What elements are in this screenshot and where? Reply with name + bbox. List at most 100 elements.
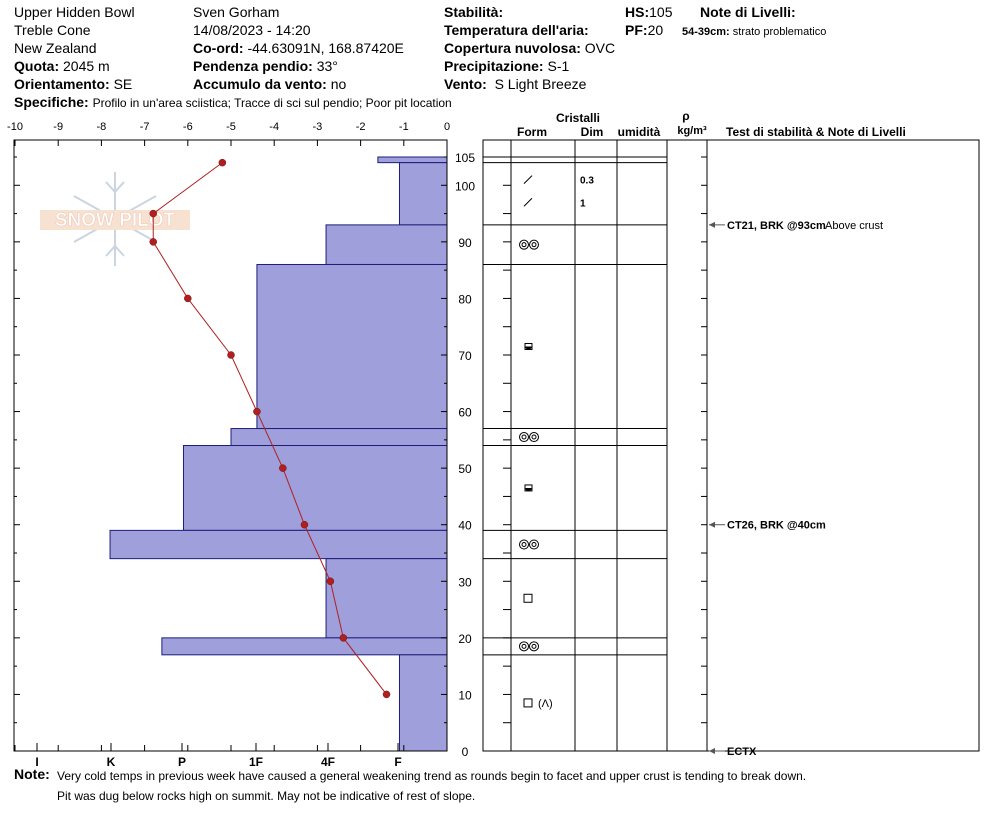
hardness-tick-label: 4F: [321, 755, 335, 769]
hs-field: HS:105: [625, 4, 672, 20]
temp-tick-label: -2: [356, 121, 366, 133]
height-tick-label: 105: [455, 151, 475, 165]
snowpilot-logo: SNOW PILOT: [40, 172, 190, 266]
hardness-bar: [182, 445, 448, 531]
test-arrow-head-icon: [709, 221, 715, 228]
stability-test-note: Above crust: [825, 220, 883, 232]
notes-line-1: Very cold temps in previous week have ca…: [57, 769, 807, 783]
crystal-form-rounded-icon: [531, 542, 537, 548]
crystal-form-faceted-rounded-icon: [525, 487, 532, 491]
test-arrow-head-icon: [709, 521, 715, 528]
height-tick-label: 40: [458, 519, 472, 533]
hardness-tick-label: P: [178, 755, 186, 769]
wind-loading-value: no: [330, 76, 347, 92]
height-tick-label: 10: [458, 688, 472, 702]
wind-loading-field: Accumulo da vento: no: [193, 76, 346, 92]
pf-label: PF:: [625, 22, 648, 38]
coord-label: Co-ord:: [193, 40, 244, 56]
height-tick-label: 90: [458, 236, 472, 250]
specifics-field: Specifiche: Profilo in un'area sciistica…: [14, 94, 452, 111]
logo-text: SNOW PILOT: [55, 210, 176, 231]
crystal-form-rounded-icon: [521, 542, 527, 548]
crystal-form-rounded-icon: [529, 641, 539, 652]
crystal-form-rounded-icon: [531, 434, 537, 440]
location-name: Upper Hidden Bowl: [14, 4, 135, 20]
coord-value: -44.63091N, 168.87420E: [247, 40, 404, 56]
hardness-bar: [325, 558, 448, 639]
crystal-form-rounded-icon: [519, 641, 529, 652]
layer-note-text: strato problematico: [732, 26, 827, 38]
temp-tick-label: -4: [269, 121, 279, 133]
height-tick-label: 50: [458, 462, 472, 476]
elevation-value: 2045 m: [63, 58, 110, 74]
temperature-point: [253, 407, 261, 416]
stability-label: Stabilità:: [444, 4, 504, 20]
crystal-form-rounded-icon: [519, 539, 529, 550]
crystal-form-rounded-icon: [521, 434, 527, 440]
crystal-form-rounded-icon: [519, 239, 529, 250]
hardness-bar: [230, 428, 448, 447]
crystal-size-label: 1: [580, 198, 586, 209]
crystals-header: Cristalli: [556, 111, 600, 125]
precip-label: Precipitazione:: [444, 58, 544, 74]
pf-value: 20: [647, 22, 664, 38]
temp-tick-label: -8: [97, 121, 107, 133]
temp-tick-label: 0: [444, 121, 450, 133]
crystal-form-slash-icon: [523, 175, 533, 184]
slope-value: 33°: [316, 58, 338, 74]
sky-field: Copertura nuvolosa: OVC: [444, 40, 615, 56]
density-symbol: ρ: [682, 109, 689, 123]
hardness-tick-label: K: [107, 755, 116, 769]
temp-tick-label: -6: [183, 121, 193, 133]
notes-label: Note:: [14, 766, 50, 782]
crystal-form-rounded-icon: [529, 432, 539, 443]
height-tick-label: 60: [458, 406, 472, 420]
test-arrow-head-icon: [709, 748, 715, 754]
density-unit: kg/m³: [677, 125, 707, 137]
temp-tick-label: -5: [226, 121, 236, 133]
slope-field: Pendenza pendio: 33°: [193, 58, 338, 74]
temperature-point: [279, 464, 287, 472]
aspect-field: Orientamento: SE: [14, 76, 132, 92]
height-tick-label: 30: [458, 575, 472, 589]
temperature-point: [326, 577, 335, 586]
temperature-point: [300, 520, 309, 529]
crystal-form-rounded-icon: [521, 643, 527, 649]
precip-field: Precipitazione: S-1: [444, 58, 569, 74]
slope-label: Pendenza pendio:: [193, 58, 313, 74]
plot-area: -10 -9 -8 -7 -6 -5 -4 -3 -2 -1 0105100908070605040…: [7, 121, 980, 769]
hardness-bar: [109, 529, 448, 560]
elevation-label: Quota:: [14, 58, 60, 74]
sky-label: Copertura nuvolosa:: [444, 40, 581, 56]
crystal-form-rounded-icon: [519, 432, 529, 443]
temperature-point: [339, 634, 348, 642]
pf-field: PF:20: [625, 22, 663, 38]
hs-value: 105: [649, 4, 673, 20]
precip-value: S-1: [547, 58, 570, 74]
crystal-form-depth-hoar-icon: (Λ): [538, 698, 553, 710]
height-tick-label: 0: [462, 745, 469, 759]
hardness-bar: [256, 263, 448, 430]
hardness-bar: [325, 224, 448, 265]
crystal-form-faceted-icon: [523, 698, 533, 708]
wind-field: Vento: S Light Breeze: [444, 76, 586, 92]
country-name: New Zealand: [14, 40, 97, 56]
hardness-tick-label: F: [394, 755, 401, 769]
stability-test-label: CT26, BRK @40cm: [727, 520, 826, 532]
form-header: Form: [517, 125, 547, 139]
temp-tick-label: -7: [140, 121, 150, 133]
temperature-point: [382, 690, 391, 699]
temperature-point: [227, 351, 235, 359]
height-tick-label: 80: [458, 292, 472, 306]
crystal-form-slash-icon: [523, 197, 533, 207]
crystal-form-rounded-icon: [529, 539, 539, 550]
layer-note: 54-39cm: strato problematico: [682, 24, 826, 40]
stability-test-label: ECTX: [727, 746, 757, 758]
size-header: Dim: [581, 125, 604, 139]
temp-tick-label: -10: [7, 121, 23, 133]
temp-tick-label: -9: [53, 121, 63, 133]
wind-loading-label: Accumulo da vento:: [193, 76, 327, 92]
temp-tick-label: -1: [399, 121, 409, 133]
crystal-form-faceted-icon: [523, 593, 533, 603]
